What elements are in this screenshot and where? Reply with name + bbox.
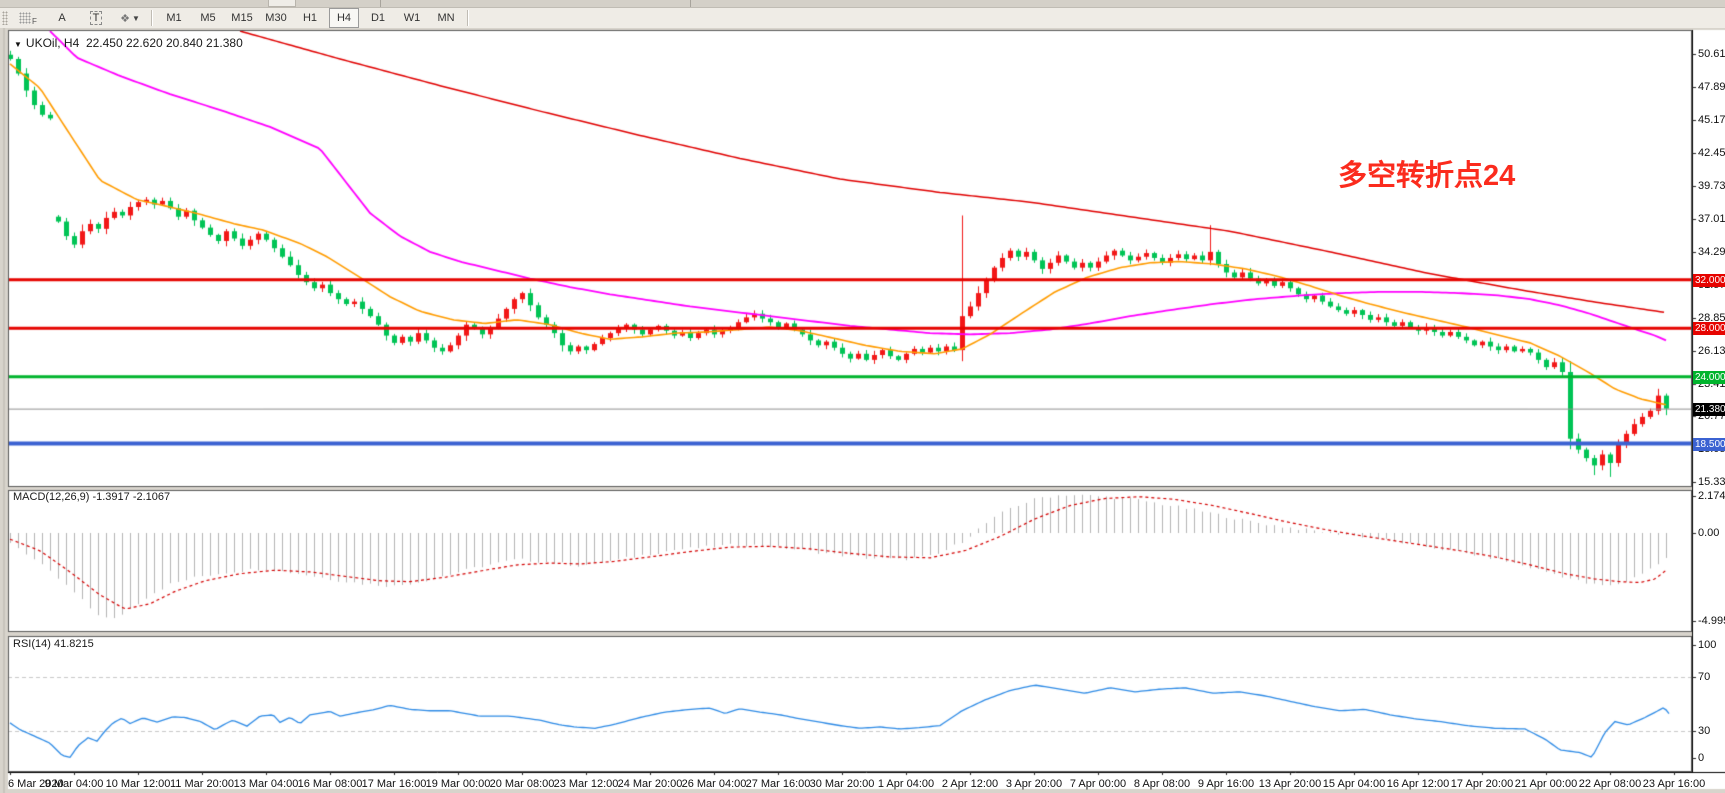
time-axis-label: 7 Apr 00:00: [1069, 778, 1127, 790]
time-axis-label: 20 Mar 08:00: [489, 778, 555, 790]
toolbar: F A T ❖ ▼ M1 M5 M15 M30 H1 H4 D1 W1 MN: [0, 8, 1725, 29]
time-axis-label: 9 Apr 16:00: [1197, 778, 1255, 790]
timeframe-button-M5[interactable]: M5: [200, 12, 216, 24]
time-axis-label: 16 Mar 08:00: [297, 778, 363, 790]
time-axis-label: 13 Apr 20:00: [1258, 778, 1322, 790]
price-axis-label: 26.130: [1698, 345, 1725, 357]
time-axis-label: 27 Mar 16:00: [745, 778, 811, 790]
toolbar-separator: [467, 10, 469, 26]
price-axis-label: 50.610: [1698, 48, 1725, 60]
time-axis-label: 23 Mar 12:00: [553, 778, 619, 790]
macd-axis-label: -4.9955: [1698, 615, 1725, 627]
price-level-badge: 32.000: [1693, 274, 1725, 287]
toolbar-separator: [151, 10, 153, 26]
price-level-badge: 28.000: [1693, 322, 1725, 335]
timeframe-button-M1[interactable]: M1: [166, 12, 182, 24]
rsi-axis-label: 30: [1698, 725, 1711, 737]
timeframe-button-W1[interactable]: W1: [403, 12, 421, 24]
time-axis-label: 24 Mar 20:00: [617, 778, 683, 790]
text-tool-icon: T: [89, 11, 103, 25]
timeframe-button-D1[interactable]: D1: [370, 12, 386, 24]
price-axis-label: 47.890: [1698, 81, 1725, 93]
price-axis-label: 42.450: [1698, 147, 1725, 159]
chart-canvas[interactable]: [0, 28, 1725, 793]
price-level-badge: 18.500: [1693, 438, 1725, 451]
rsi-axis-label: 100: [1698, 639, 1717, 651]
indicators-grid-button[interactable]: F: [13, 8, 43, 28]
price-axis-label: 34.290: [1698, 246, 1725, 258]
time-axis-label: 3 Apr 20:00: [1005, 778, 1063, 790]
toolbar-drag-handle[interactable]: [2, 11, 8, 25]
price-axis-label: 37.010: [1698, 213, 1725, 225]
rsi-axis-label: 70: [1698, 671, 1711, 683]
toolbar-separator: [380, 0, 381, 7]
text-tool-button[interactable]: T: [81, 8, 111, 28]
time-axis-label: 26 Mar 04:00: [681, 778, 747, 790]
time-axis-label: 17 Apr 20:00: [1450, 778, 1514, 790]
cutoff-button-fragment: [268, 0, 296, 7]
time-axis-label: 15 Apr 04:00: [1322, 778, 1386, 790]
timeframe-button-M30[interactable]: M30: [265, 12, 287, 24]
time-axis-label: 1 Apr 04:00: [877, 778, 935, 790]
timeframe-button-H4[interactable]: H4: [329, 8, 359, 28]
cursor-tool-button[interactable]: A: [47, 8, 77, 28]
time-axis-label: 16 Apr 12:00: [1386, 778, 1450, 790]
time-axis-label: 6 Mar 2020: [8, 778, 64, 790]
current-price-badge: 21.380: [1693, 403, 1725, 416]
time-axis-label: 8 Apr 08:00: [1133, 778, 1191, 790]
time-axis-label: 2 Apr 12:00: [941, 778, 999, 790]
shapes-icon: ❖: [120, 12, 130, 25]
price-axis-label: 39.730: [1698, 180, 1725, 192]
grid-icon: [19, 12, 32, 24]
timeframe-button-M15[interactable]: M15: [231, 12, 253, 24]
time-axis-label: 19 Mar 00:00: [425, 778, 491, 790]
timeframe-group: M1 M5 M15 M30 H1 H4 D1 W1 MN: [157, 8, 463, 28]
rsi-axis-label: 0: [1698, 752, 1705, 764]
time-axis-label: 11 Mar 20:00: [169, 778, 235, 790]
time-axis-label: 17 Mar 16:00: [361, 778, 427, 790]
timeframe-button-MN[interactable]: MN: [437, 12, 455, 24]
macd-axis-label: 2.1745: [1698, 490, 1725, 502]
cursor-tool-label: A: [58, 12, 66, 24]
toolbar-separator: [690, 0, 691, 7]
top-toolbar-partial: [0, 0, 1725, 8]
price-axis-label: 45.170: [1698, 114, 1725, 126]
time-axis-label: 23 Apr 16:00: [1642, 778, 1706, 790]
time-axis-label: 13 Mar 04:00: [233, 778, 299, 790]
shapes-tool-button[interactable]: ❖ ▼: [115, 8, 145, 28]
grid-icon-label: F: [32, 16, 37, 26]
time-axis-label: 21 Apr 00:00: [1514, 778, 1578, 790]
timeframe-button-H1[interactable]: H1: [302, 12, 318, 24]
time-axis-label: 9 Mar 04:00: [44, 778, 104, 790]
time-axis-label: 10 Mar 12:00: [105, 778, 171, 790]
price-level-badge: 24.000: [1693, 371, 1725, 384]
macd-axis-label: 0.00: [1698, 527, 1720, 539]
price-axis-label: 28.850: [1698, 312, 1725, 324]
time-axis-label: 30 Mar 20:00: [809, 778, 875, 790]
time-axis-label: 22 Apr 08:00: [1578, 778, 1642, 790]
price-axis-label: 15.330: [1698, 476, 1725, 488]
chevron-down-icon: ▼: [131, 13, 140, 23]
